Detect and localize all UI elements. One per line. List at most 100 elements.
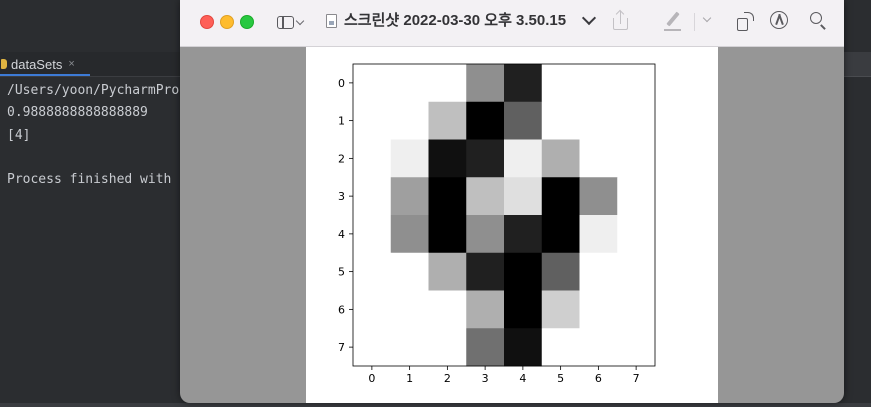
y-tick-label: 1 xyxy=(338,115,345,128)
heatmap-cell-1-7 xyxy=(617,102,655,140)
heatmap-cell-1-5 xyxy=(542,102,580,140)
heatmap-cell-0-4 xyxy=(504,64,542,102)
toolbar-divider xyxy=(694,13,695,31)
heatmap-cell-2-5 xyxy=(542,140,580,178)
markup-chevron-down-icon[interactable] xyxy=(703,14,711,22)
x-tick-label: 5 xyxy=(557,372,564,385)
heatmap-cell-2-2 xyxy=(429,140,467,178)
heatmap-cell-0-1 xyxy=(391,64,429,102)
heatmap-cell-5-0 xyxy=(353,253,391,291)
heatmap-cell-4-6 xyxy=(580,215,618,253)
close-icon[interactable]: × xyxy=(68,58,74,70)
close-window-button[interactable] xyxy=(200,15,214,29)
heatmap-cell-6-0 xyxy=(353,291,391,329)
x-tick-label: 1 xyxy=(406,372,413,385)
heatmap-cell-7-0 xyxy=(353,328,391,366)
heatmap-cell-2-3 xyxy=(466,140,504,178)
heatmap-cell-5-3 xyxy=(466,253,504,291)
heatmap-cell-5-4 xyxy=(504,253,542,291)
sidebar-icon xyxy=(277,16,294,29)
y-tick-label: 5 xyxy=(338,266,345,279)
heatmap-cell-1-4 xyxy=(504,102,542,140)
markup-icon[interactable] xyxy=(663,11,683,31)
heatmap-cell-4-4 xyxy=(504,215,542,253)
x-tick-label: 2 xyxy=(444,372,451,385)
heatmap-cell-7-1 xyxy=(391,328,429,366)
heatmap-cell-1-0 xyxy=(353,102,391,140)
heatmap-cell-6-6 xyxy=(580,291,618,329)
y-tick-label: 6 xyxy=(338,303,345,316)
heatmap-cell-7-7 xyxy=(617,328,655,366)
title-chevron-down-icon[interactable] xyxy=(582,11,596,25)
window-title[interactable]: 스크린샷 2022-03-30 오후 3.50.15 xyxy=(344,11,566,31)
terminal-line xyxy=(7,147,179,169)
heatmap-cell-4-1 xyxy=(391,215,429,253)
chevron-down-icon xyxy=(296,16,304,24)
y-tick-label: 0 xyxy=(338,77,345,90)
run-tab-label: dataSets xyxy=(11,57,62,72)
heatmap-cell-2-7 xyxy=(617,140,655,178)
heatmap-cell-4-5 xyxy=(542,215,580,253)
heatmap-cell-0-0 xyxy=(353,64,391,102)
heatmap-cell-6-1 xyxy=(391,291,429,329)
heatmap-cell-1-1 xyxy=(391,102,429,140)
heatmap-cell-6-2 xyxy=(429,291,467,329)
heatmap-cell-3-1 xyxy=(391,177,429,215)
terminal-line: Process finished with xyxy=(7,169,179,191)
heatmap-cell-2-0 xyxy=(353,140,391,178)
heatmap-cell-0-6 xyxy=(580,64,618,102)
minimize-window-button[interactable] xyxy=(220,15,234,29)
share-icon[interactable] xyxy=(613,11,628,31)
x-tick-label: 7 xyxy=(633,372,640,385)
terminal-line: [4] xyxy=(7,125,179,147)
editor-scroll-strip xyxy=(844,52,871,77)
heatmap-cell-0-2 xyxy=(429,64,467,102)
heatmap-cell-7-3 xyxy=(466,328,504,366)
x-tick-label: 0 xyxy=(368,372,375,385)
run-tab-datasets[interactable]: dataSets × xyxy=(0,54,90,76)
heatmap-cell-3-3 xyxy=(466,177,504,215)
terminal-line: /Users/yoon/PycharmPro xyxy=(7,80,179,102)
document-page: 0 1 2 3 4 5 6 7 0 1 2 3 4 5 6 7 xyxy=(306,47,718,403)
heatmap-cell-6-3 xyxy=(466,291,504,329)
y-tick-label: 7 xyxy=(338,341,345,354)
title-bar: 스크린샷 2022-03-30 오후 3.50.15 xyxy=(180,0,844,47)
x-tick-label: 3 xyxy=(482,372,489,385)
heatmap-cell-4-7 xyxy=(617,215,655,253)
heatmap-cell-3-4 xyxy=(504,177,542,215)
rotate-icon[interactable] xyxy=(736,12,754,32)
heatmap-cell-5-2 xyxy=(429,253,467,291)
heatmap-cell-5-1 xyxy=(391,253,429,291)
terminal-line: 0.9888888888888889 xyxy=(7,102,179,124)
search-icon[interactable] xyxy=(810,12,828,30)
heatmap-cell-5-5 xyxy=(542,253,580,291)
heatmap-cell-0-5 xyxy=(542,64,580,102)
heatmap-cell-5-6 xyxy=(580,253,618,291)
x-tick-label: 4 xyxy=(519,372,526,385)
heatmap-cell-3-6 xyxy=(580,177,618,215)
heatmap-cell-1-2 xyxy=(429,102,467,140)
heatmap-cell-4-2 xyxy=(429,215,467,253)
fullscreen-window-button[interactable] xyxy=(240,15,254,29)
sidebar-toggle-button[interactable] xyxy=(277,12,309,32)
heatmap-cell-3-0 xyxy=(353,177,391,215)
y-tick-label: 2 xyxy=(338,152,345,165)
python-file-icon xyxy=(1,59,7,69)
heatmap-cell-3-7 xyxy=(617,177,655,215)
heatmap-cell-2-6 xyxy=(580,140,618,178)
digit-image-plot: 0 1 2 3 4 5 6 7 0 1 2 3 4 5 6 7 xyxy=(306,47,718,403)
heatmap-cell-7-5 xyxy=(542,328,580,366)
heatmap-cell-0-7 xyxy=(617,64,655,102)
heatmap-cell-6-5 xyxy=(542,291,580,329)
heatmap-cell-7-4 xyxy=(504,328,542,366)
x-tick-label: 6 xyxy=(595,372,602,385)
y-tick-label: 3 xyxy=(338,190,345,203)
heatmap-cell-6-4 xyxy=(504,291,542,329)
heatmap-cell-1-3 xyxy=(466,102,504,140)
heatmap-cell-1-6 xyxy=(580,102,618,140)
annotate-icon[interactable] xyxy=(770,11,788,29)
preview-window: 스크린샷 2022-03-30 오후 3.50.15 0 1 2 3 4 5 6 7 0 1 2 3 4… xyxy=(180,0,844,403)
heatmap-cell-2-1 xyxy=(391,140,429,178)
status-bar xyxy=(0,403,871,407)
heatmap-cell-4-0 xyxy=(353,215,391,253)
